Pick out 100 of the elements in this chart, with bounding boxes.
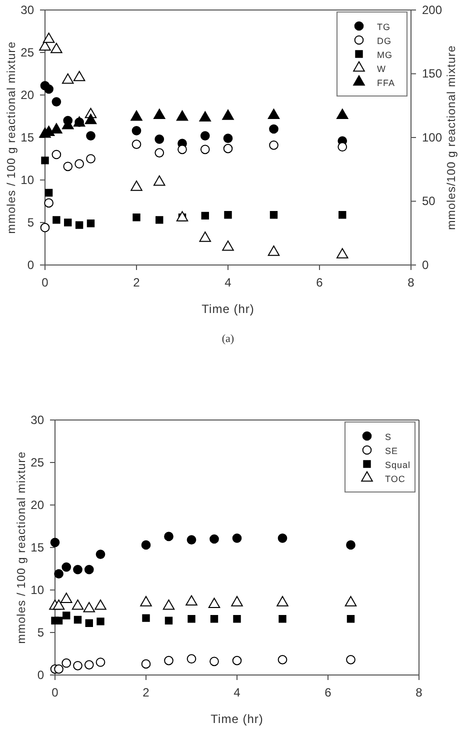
point (346, 540, 356, 550)
point (276, 596, 288, 606)
point (130, 180, 142, 191)
point (268, 108, 280, 119)
point (336, 108, 348, 119)
point (86, 219, 95, 228)
y-tick-label: 15 (20, 130, 34, 144)
point (44, 84, 54, 94)
y-tick-label: 10 (30, 582, 44, 597)
point (278, 615, 286, 623)
point (164, 656, 174, 666)
x-tick-label: 6 (324, 686, 332, 700)
point (210, 615, 218, 623)
point (44, 188, 53, 197)
legend-label: TOC (385, 474, 406, 484)
point (188, 615, 196, 623)
legend-label: FFA (377, 78, 396, 88)
legend-label: SE (385, 446, 398, 456)
point (208, 598, 220, 608)
point (269, 124, 278, 134)
point (44, 198, 54, 208)
point (52, 97, 62, 106)
point (73, 564, 82, 574)
point (346, 615, 355, 623)
point (86, 154, 96, 164)
y2-tick-label: 150 (422, 66, 442, 81)
y-tick-label: 20 (20, 88, 34, 102)
point (156, 216, 164, 224)
point (270, 210, 278, 219)
y2-tick-label: 100 (422, 130, 442, 144)
point (199, 111, 211, 122)
point (336, 248, 348, 258)
y-tick-label: 10 (20, 172, 34, 187)
y-tick-label: 15 (30, 540, 44, 554)
point (52, 599, 65, 610)
point (210, 656, 219, 666)
point (269, 140, 278, 150)
point (201, 212, 209, 220)
point (96, 550, 106, 559)
legend-label: DG (377, 36, 392, 46)
x-axis-title: Time (hr) (210, 712, 264, 726)
point (164, 616, 173, 624)
point (154, 134, 164, 144)
point (233, 615, 241, 623)
point (85, 619, 93, 628)
point (141, 540, 151, 550)
point (54, 569, 64, 579)
legend-label: TG (377, 22, 390, 32)
point (62, 612, 70, 620)
point (130, 110, 142, 121)
point (62, 73, 74, 84)
y2-axis-title: mmoles/100 g reactional mixture (446, 45, 458, 230)
point (224, 210, 232, 219)
legend-label: W (377, 64, 386, 74)
point (222, 110, 234, 120)
y2-tick-label: 0 (422, 258, 429, 272)
point (84, 114, 97, 124)
point (338, 210, 346, 219)
point (50, 538, 60, 548)
point (199, 232, 211, 242)
x-axis-title: Time (hr) (202, 302, 254, 316)
point (278, 655, 288, 664)
point (154, 175, 166, 186)
legend-label: Squal (385, 460, 411, 470)
point (54, 664, 64, 674)
x-tick-label: 8 (416, 686, 423, 700)
point (62, 562, 72, 572)
point (132, 140, 142, 149)
point (132, 126, 142, 136)
point (73, 70, 86, 82)
point (140, 596, 152, 606)
point (74, 616, 82, 624)
point (42, 32, 55, 43)
point (346, 655, 356, 664)
point (96, 618, 104, 626)
legend-label: S (385, 432, 392, 442)
point (200, 144, 210, 154)
y-tick-label: 25 (20, 45, 34, 60)
x-tick-label: 2 (142, 686, 150, 700)
point (268, 246, 280, 256)
point (186, 595, 198, 606)
x-tick-label: 8 (408, 276, 415, 290)
point (186, 535, 196, 545)
x-tick-label: 4 (234, 686, 241, 700)
point (232, 656, 242, 666)
point (75, 221, 84, 229)
point (154, 148, 164, 158)
y-tick-label: 30 (30, 412, 44, 427)
y-tick-label: 5 (27, 215, 34, 230)
point (60, 592, 72, 603)
x-tick-label: 6 (316, 276, 324, 290)
point (344, 596, 357, 606)
point (278, 533, 288, 543)
point (142, 614, 150, 622)
point (86, 131, 96, 140)
point (222, 240, 234, 251)
point (186, 654, 196, 664)
y2-tick-label: 50 (422, 194, 436, 208)
point (210, 534, 219, 544)
point (231, 596, 243, 606)
